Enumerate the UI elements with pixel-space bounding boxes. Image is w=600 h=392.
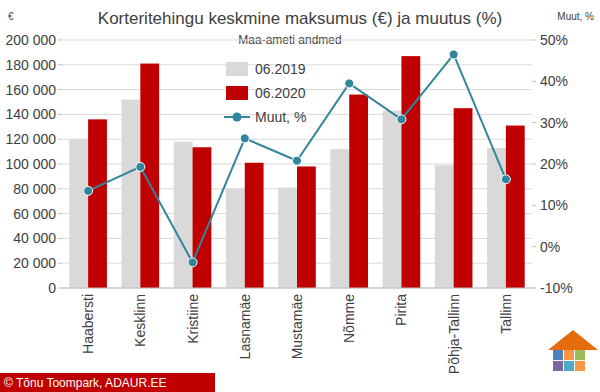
marker bbox=[345, 79, 354, 88]
y2-tick-label: 30% bbox=[540, 115, 568, 131]
background bbox=[0, 0, 600, 392]
x-tick-label: Põhja-Tallinn bbox=[446, 294, 462, 374]
legend-label: 06.2019 bbox=[255, 61, 306, 77]
marker bbox=[449, 50, 458, 59]
source-band bbox=[0, 373, 215, 392]
x-tick-label: Lasnamäe bbox=[237, 294, 253, 360]
x-tick-label: Nõmme bbox=[341, 294, 357, 343]
source: © Tõnu Toompark, ADAUR.EE bbox=[4, 376, 166, 390]
logo-roof bbox=[548, 330, 598, 350]
y-tick-label: 200 000 bbox=[5, 32, 56, 48]
legend-label: Muut, % bbox=[255, 109, 306, 125]
bar bbox=[140, 64, 159, 288]
logo-piece bbox=[575, 350, 585, 360]
legend: 06.2019 06.2020 Muut, % bbox=[224, 61, 306, 125]
plot-area bbox=[69, 50, 524, 288]
y2-tick bbox=[532, 288, 536, 289]
y2-tick bbox=[532, 246, 536, 247]
y-tick bbox=[58, 213, 62, 214]
marker bbox=[188, 258, 197, 267]
x-axis-line bbox=[62, 288, 532, 289]
y-tick-label: 0 bbox=[48, 280, 56, 296]
y-tick bbox=[58, 263, 62, 264]
y2-tick-label: 20% bbox=[540, 156, 568, 172]
y-axis-label: € bbox=[8, 11, 14, 22]
marker bbox=[136, 162, 145, 171]
y-tick bbox=[58, 188, 62, 189]
y-tick-label: 160 000 bbox=[5, 82, 56, 98]
x-tick-label: Tallinn bbox=[498, 294, 514, 334]
marker bbox=[84, 186, 93, 195]
bar bbox=[245, 163, 264, 288]
y-tick bbox=[58, 40, 62, 41]
y-tick bbox=[58, 139, 62, 140]
bar bbox=[401, 56, 420, 288]
y2-tick-label: -10% bbox=[540, 280, 573, 296]
logo-piece bbox=[564, 361, 574, 371]
y-tick-label: 140 000 bbox=[5, 106, 56, 122]
logo-piece bbox=[564, 350, 574, 360]
chart: Korteritehingu keskmine maksumus (€) ja … bbox=[0, 0, 600, 392]
y-tick-label: 60 000 bbox=[13, 206, 56, 222]
grid-line bbox=[62, 40, 532, 41]
y-tick bbox=[58, 114, 62, 115]
y-tick bbox=[58, 238, 62, 239]
y2-tick-label: 50% bbox=[540, 32, 568, 48]
bar bbox=[226, 189, 245, 288]
y2-tick bbox=[532, 164, 536, 165]
y-tick bbox=[58, 64, 62, 65]
marker bbox=[293, 156, 302, 165]
x-tick-label: Pirita bbox=[393, 294, 409, 326]
y-tick bbox=[58, 288, 62, 289]
x-tick-label: Kesklinn bbox=[132, 294, 148, 347]
bar bbox=[69, 139, 88, 288]
legend-label: 06.2020 bbox=[255, 85, 306, 101]
bar bbox=[330, 149, 349, 288]
logo-piece bbox=[553, 350, 563, 360]
marker bbox=[501, 175, 510, 184]
title: Korteritehingu keskmine maksumus (€) ja … bbox=[98, 9, 502, 28]
y-tick-label: 40 000 bbox=[13, 230, 56, 246]
logo-piece bbox=[553, 361, 563, 371]
bar bbox=[506, 126, 525, 288]
bar bbox=[487, 148, 506, 288]
x-tick-label: Mustamäe bbox=[289, 294, 305, 360]
logo bbox=[548, 330, 598, 371]
legend-marker bbox=[233, 113, 242, 122]
y-tick-label: 120 000 bbox=[5, 131, 56, 147]
x-tick-label: Kristiine bbox=[185, 294, 201, 344]
y-tick-label: 100 000 bbox=[5, 156, 56, 172]
bar bbox=[454, 108, 473, 288]
y-tick bbox=[58, 89, 62, 90]
legend-swatch bbox=[226, 62, 248, 76]
y2-tick-label: 0% bbox=[540, 239, 560, 255]
y-tick bbox=[58, 164, 62, 165]
legend-swatch bbox=[226, 86, 248, 100]
line bbox=[88, 54, 506, 262]
y2-axis-label: Muut, % bbox=[557, 11, 594, 22]
y2-tick-label: 10% bbox=[540, 197, 568, 213]
bar bbox=[88, 119, 107, 288]
y2-tick bbox=[532, 205, 536, 206]
bar bbox=[383, 111, 402, 288]
grid-line bbox=[62, 288, 532, 289]
y-tick-label: 80 000 bbox=[13, 181, 56, 197]
bar bbox=[278, 188, 297, 288]
y-tick-label: 180 000 bbox=[5, 57, 56, 73]
marker bbox=[397, 115, 406, 124]
bar bbox=[193, 147, 212, 288]
logo-piece bbox=[575, 361, 585, 371]
y-tick-label: 20 000 bbox=[13, 255, 56, 271]
y2-tick bbox=[532, 40, 536, 41]
bar bbox=[122, 100, 141, 288]
bar bbox=[349, 95, 368, 288]
y2-tick bbox=[532, 122, 536, 123]
bar bbox=[435, 165, 454, 288]
bar bbox=[297, 166, 316, 288]
y2-tick-label: 40% bbox=[540, 73, 568, 89]
y2-tick bbox=[532, 81, 536, 82]
x-tick-label: Haabersti bbox=[80, 294, 96, 354]
marker bbox=[240, 134, 249, 143]
